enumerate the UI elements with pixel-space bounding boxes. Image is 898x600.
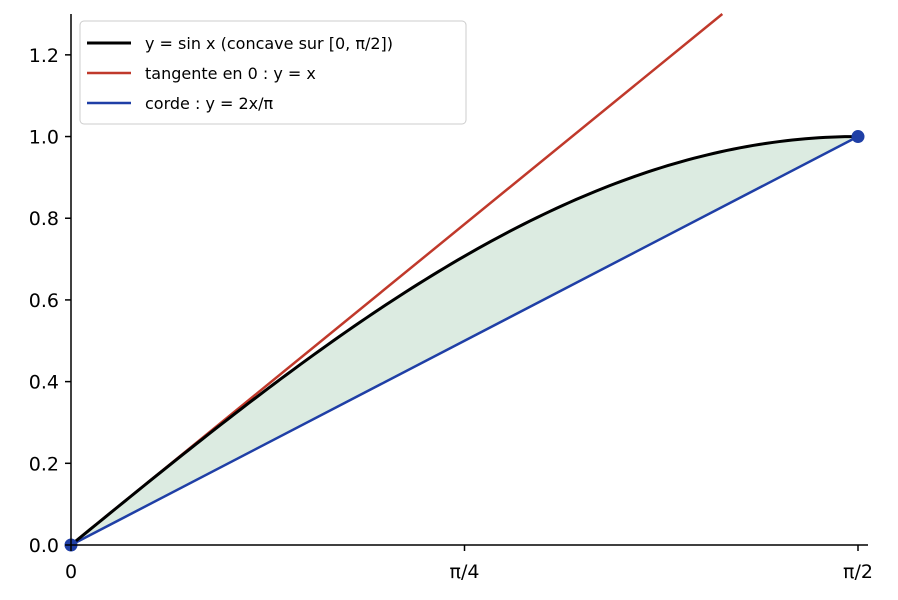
axes xyxy=(70,14,868,546)
x-tick-label-0: 0 xyxy=(65,561,77,583)
legend-box xyxy=(79,20,467,125)
x-tick-label-2: π/2 xyxy=(843,561,873,583)
y-tick-label-3: 0.6 xyxy=(29,290,59,312)
y-tick-label-5: 1.0 xyxy=(29,127,59,149)
series-line-chord xyxy=(70,135,859,547)
y-tick-label-6: 1.2 xyxy=(29,45,59,67)
marker-point-1 xyxy=(851,130,865,144)
y-tick-label-2: 0.4 xyxy=(29,372,59,394)
legend: y = sin x (concave sur [0, π/2]) tangent… xyxy=(79,20,467,125)
series-line-sin xyxy=(70,135,859,547)
ticks: 0.0 0.2 0.4 0.6 0.8 1.0 1.2 0 π/4 π/2 xyxy=(29,45,873,583)
y-tick-label-1: 0.2 xyxy=(29,453,59,475)
legend-label-chord: corde : y = 2x/π xyxy=(145,94,274,113)
legend-label-sin: y = sin x (concave sur [0, π/2]) xyxy=(145,34,393,53)
legend-label-tangent: tangente en 0 : y = x xyxy=(145,64,316,83)
y-tick-label-0: 0.0 xyxy=(29,535,59,557)
series-lines xyxy=(70,13,859,547)
x-tick-label-1: π/4 xyxy=(450,561,480,583)
y-tick-label-4: 0.8 xyxy=(29,208,59,230)
